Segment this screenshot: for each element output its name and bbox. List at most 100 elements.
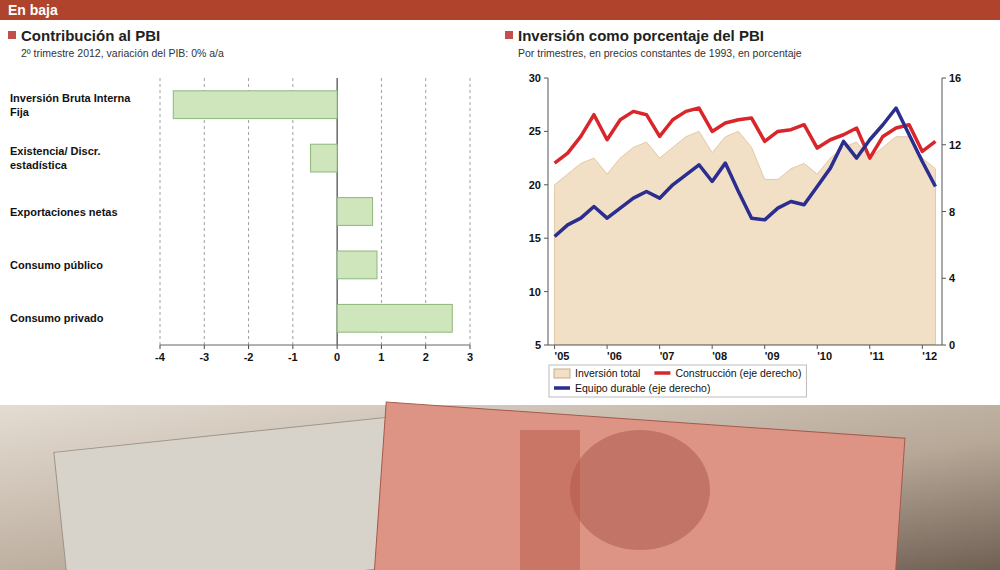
legend: Inversión total Construcción (eje derecho… <box>549 365 806 397</box>
tick-mark <box>942 345 946 346</box>
legend-swatch <box>554 369 570 378</box>
tick-label: 3 <box>467 351 473 363</box>
tick-mark <box>544 238 548 239</box>
tick-label: -3 <box>199 351 209 363</box>
tick-mark <box>869 345 870 349</box>
tick-mark <box>764 345 765 349</box>
tick-mark <box>204 345 205 349</box>
tick-label: 1 <box>378 351 384 363</box>
bar <box>337 251 377 279</box>
area <box>555 131 936 345</box>
tick-label: -2 <box>244 351 254 363</box>
tick-mark <box>544 131 548 132</box>
grid-line <box>470 78 471 345</box>
tick-label: '07 <box>660 350 675 362</box>
title-bullet <box>8 31 16 39</box>
tick-label: 25 <box>529 125 541 137</box>
legend-swatch <box>654 371 670 375</box>
tick-mark <box>425 345 426 349</box>
tick-mark <box>248 345 249 349</box>
chart-contribucion: Contribución al PBI 2º trimestre 2012, va… <box>8 27 473 363</box>
tick-label: 5 <box>535 339 541 351</box>
tick-mark <box>817 345 818 349</box>
tick-label: 12 <box>949 139 961 151</box>
chart-title: Inversión como porcentaje del PBI <box>518 27 764 44</box>
line <box>555 108 936 236</box>
tick-label: 0 <box>334 351 340 363</box>
tick-label: -1 <box>288 351 298 363</box>
header-bar <box>0 0 1000 20</box>
tick-mark <box>381 345 382 349</box>
tick-mark <box>337 345 338 349</box>
bill-red <box>374 402 905 570</box>
tick-label: 4 <box>949 272 956 284</box>
bar <box>311 144 338 172</box>
tick-label: '12 <box>922 350 937 362</box>
chart-subtitle: 2º trimestre 2012, variación del PIB: 0%… <box>21 47 224 59</box>
tick-mark <box>942 144 946 145</box>
category-label: Consumo público <box>10 259 103 271</box>
tick-label: 2 <box>423 351 429 363</box>
chart-root: En baja Contribución al PBI 2º trimestre 2… <box>0 0 1000 570</box>
category-line: Fija <box>10 106 30 118</box>
legend-label: Equipo durable (eje derecho) <box>575 382 710 394</box>
category-line: Exportaciones netas <box>10 206 118 218</box>
tick-label: 30 <box>529 72 541 84</box>
bar <box>173 91 337 119</box>
tick-mark <box>544 78 548 79</box>
title-bullet <box>505 31 513 39</box>
grid-line <box>160 78 161 345</box>
header: En baja <box>0 0 1000 20</box>
category-label: Inversión Bruta Interna Fija <box>10 92 131 118</box>
tick-label: 20 <box>529 179 541 191</box>
tick-mark <box>160 345 161 349</box>
tick-mark <box>544 291 548 292</box>
chart-inversion: Inversión como porcentaje del PBI Por tri… <box>505 27 961 397</box>
marks <box>555 108 936 345</box>
tick-label: '06 <box>607 350 622 362</box>
tick-label: -4 <box>155 351 166 363</box>
tick-mark <box>554 345 555 349</box>
tick-mark <box>922 345 923 349</box>
category-line: estadística <box>10 159 68 171</box>
category-line: Consumo privado <box>10 312 104 324</box>
bill-band <box>520 430 580 570</box>
tick-mark <box>544 184 548 185</box>
bill-portrait <box>570 430 710 550</box>
tick-label: 16 <box>949 72 961 84</box>
category-line: Inversión Bruta Interna <box>10 92 131 104</box>
chart-title: Contribución al PBI <box>21 27 160 44</box>
line <box>555 108 936 163</box>
bar <box>337 198 372 226</box>
tick-mark <box>470 345 471 349</box>
category-line: Consumo público <box>10 259 103 271</box>
tick-label: 0 <box>949 339 955 351</box>
tick-label: '08 <box>712 350 727 362</box>
legend-label: Construcción (eje derecho) <box>675 367 801 379</box>
category-label: Consumo privado <box>10 312 104 324</box>
plot-bg <box>160 78 470 345</box>
category-label: Existencia/ Discr. estadística <box>10 145 101 171</box>
tick-mark <box>544 345 548 346</box>
tick-label: '11 <box>870 350 884 362</box>
tick-mark <box>712 345 713 349</box>
bar <box>337 304 452 332</box>
x-axis <box>160 345 470 346</box>
tick-mark <box>292 345 293 349</box>
tick-label: '09 <box>765 350 780 362</box>
legend-label: Inversión total <box>575 367 640 379</box>
tick-label: '10 <box>817 350 832 362</box>
tick-label: '05 <box>555 350 570 362</box>
chart-subtitle: Por trimestres, en precios constantes de… <box>518 47 802 59</box>
tick-mark <box>659 345 660 349</box>
tick-mark <box>942 78 946 79</box>
bars <box>173 91 452 332</box>
tick-label: 10 <box>529 286 541 298</box>
legend-bg <box>549 365 806 397</box>
tick-label: 15 <box>529 232 541 244</box>
y-axis <box>548 78 549 345</box>
category-line: Existencia/ Discr. <box>10 145 101 157</box>
tick-mark <box>607 345 608 349</box>
legend-swatch <box>554 386 570 390</box>
photo <box>0 402 1000 570</box>
